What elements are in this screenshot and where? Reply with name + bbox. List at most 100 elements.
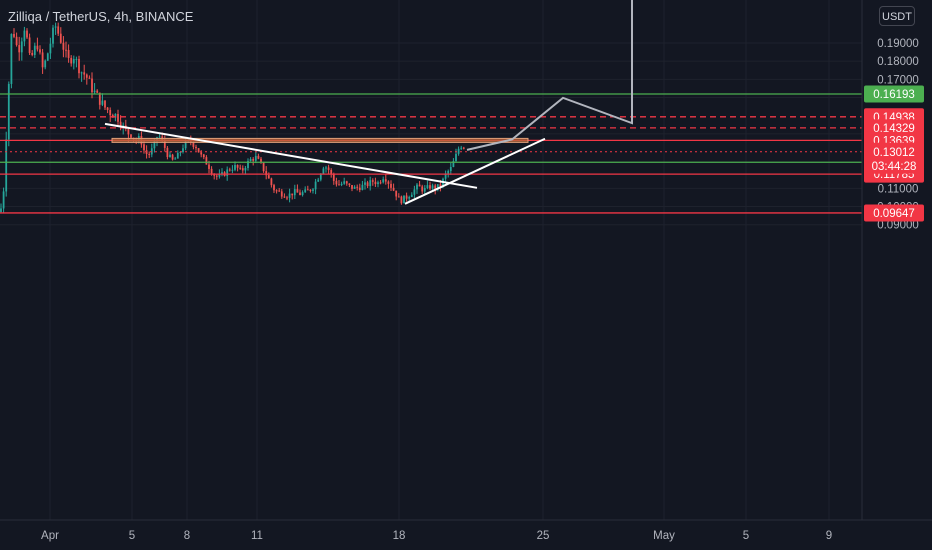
candle-body: [127, 128, 130, 135]
candle-body: [31, 52, 34, 55]
candle-body: [221, 172, 223, 175]
candle-body: [104, 100, 106, 108]
countdown-timer: 03:44:28: [872, 161, 917, 173]
candle-body: [10, 34, 13, 84]
candle-body: [52, 27, 54, 44]
grid-lines: [0, 0, 862, 520]
price-labels: 0.161930.149380.143290.136390.124370.117…: [864, 85, 924, 222]
candle-body: [418, 184, 421, 187]
candle-body: [254, 155, 257, 161]
candle-body: [215, 175, 218, 177]
candle-body: [234, 165, 236, 170]
candle-body: [247, 161, 249, 169]
projection-path[interactable]: [466, 0, 633, 151]
candle-body: [5, 139, 8, 192]
candle-body: [88, 77, 91, 79]
candle-body: [148, 154, 151, 156]
horizontal-levels[interactable]: [0, 93, 862, 214]
candle-body: [182, 148, 184, 152]
candle-body: [392, 187, 395, 191]
time-tick-label: May: [653, 530, 675, 542]
descending-trendline[interactable]: [104, 122, 478, 189]
resistance-zone[interactable]: [111, 137, 529, 143]
candle-body: [296, 189, 299, 193]
candle-body: [421, 186, 424, 192]
candle-body: [332, 173, 335, 181]
time-tick-label: 9: [826, 530, 832, 542]
candle-body: [36, 45, 39, 50]
candle-body: [455, 153, 457, 162]
candle-body: [280, 191, 283, 197]
candle-body: [395, 190, 398, 197]
candle-body: [340, 183, 343, 185]
candle-body: [325, 167, 327, 169]
candle-body: [460, 147, 463, 149]
currency-badge[interactable]: USDT: [879, 6, 915, 26]
candle-body: [309, 189, 312, 191]
candle-body: [312, 189, 314, 191]
candle-body: [304, 189, 307, 193]
time-tick-label: 5: [743, 530, 749, 542]
candle-body: [379, 182, 382, 184]
candle-body: [158, 136, 161, 138]
candle-body: [91, 78, 93, 93]
candle-body: [267, 175, 270, 179]
candle-body: [457, 148, 460, 154]
candle-body: [444, 173, 447, 179]
candle-body: [291, 193, 294, 196]
candle-body: [59, 33, 62, 43]
drawings[interactable]: [104, 0, 633, 205]
symbol-title[interactable]: Zilliqa / TetherUS, 4h, BINANCE: [8, 9, 194, 24]
candle-body: [208, 164, 210, 169]
candle-body: [257, 155, 260, 159]
candle-body: [390, 183, 392, 188]
candle-body: [195, 146, 197, 149]
candle-body: [400, 196, 403, 204]
price-level-label: 0.09647: [864, 204, 924, 222]
last-price-label: 0.13012 03:44:28: [864, 142, 924, 174]
candle-body: [345, 181, 348, 184]
candle-body: [262, 162, 265, 172]
candle-body: [54, 26, 57, 28]
candle-body: [18, 45, 21, 53]
candle-body: [83, 72, 86, 75]
candle-body: [283, 196, 286, 198]
price-tick-label: 0.09000: [877, 220, 919, 232]
candle-body: [80, 72, 83, 74]
candle-body: [338, 184, 340, 186]
candle-body: [20, 41, 23, 53]
candle-body: [114, 113, 117, 118]
candle-body: [153, 141, 156, 149]
candle-body: [387, 181, 390, 184]
candle-body: [431, 185, 434, 189]
candle-body: [49, 43, 52, 54]
candle-body: [351, 185, 353, 189]
candle-body: [260, 158, 262, 163]
candle-body: [462, 147, 465, 149]
candle-body: [434, 185, 437, 190]
candle-body: [236, 165, 239, 168]
candle-body: [319, 173, 322, 180]
candle-body: [85, 74, 88, 78]
candle-body: [330, 170, 333, 174]
candle-body: [26, 30, 28, 38]
candle-body: [119, 121, 122, 127]
price-level-label-text: 0.09647: [873, 208, 915, 220]
candle-body: [384, 179, 387, 182]
time-tick-label: 11: [251, 530, 263, 542]
candle-body: [117, 113, 119, 122]
candle-body: [46, 53, 49, 61]
candle-body: [374, 181, 377, 185]
ascending-trendline[interactable]: [404, 137, 546, 205]
candle-body: [249, 159, 252, 162]
candle-body: [275, 190, 278, 192]
candle-body: [70, 57, 73, 64]
candle-body: [439, 184, 442, 187]
price-level-label-bg: [864, 204, 924, 222]
candle-body: [306, 189, 309, 191]
resistance-zone-box[interactable]: [111, 137, 529, 143]
time-axis[interactable]: Apr 5 8 11 18 25 May 5 9: [41, 530, 832, 542]
candle-body: [366, 182, 369, 187]
price-level-label-text: 0.16193: [873, 89, 915, 101]
